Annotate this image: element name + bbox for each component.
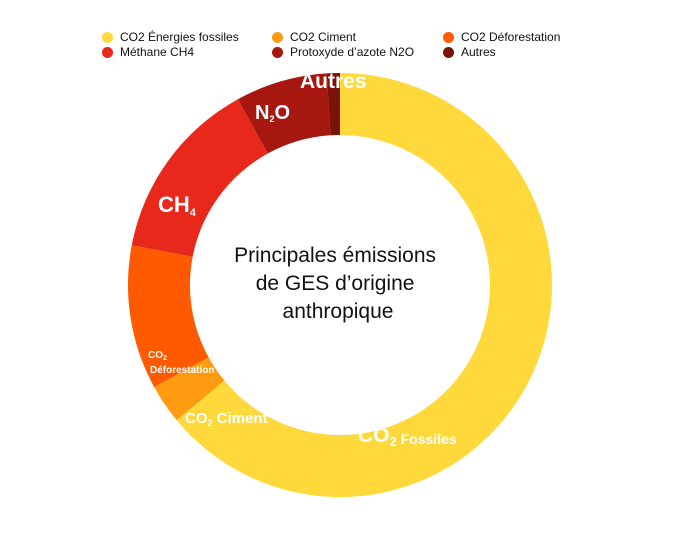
legend-swatch — [443, 31, 454, 43]
legend-swatch — [272, 31, 283, 43]
donut-slice-5 — [326, 73, 340, 136]
slice-label-co2-fossiles: CO2 Fossiles — [358, 424, 457, 449]
legend-swatch — [102, 31, 113, 43]
legend-label: Méthane CH4 — [120, 45, 195, 59]
slice-label-co2-deforestation: CO2 Déforestation — [148, 350, 214, 376]
donut-slice-3 — [131, 99, 268, 257]
legend-label: CO2 Déforestation — [461, 30, 561, 44]
chart-title: Principales émissions de GES d’origine a… — [234, 244, 442, 323]
slice-label-ch4: CH4 — [158, 192, 197, 219]
legend-label: CO2 Ciment — [290, 30, 357, 44]
legend-item: CO2 Ciment — [272, 30, 356, 44]
donut-slice-2 — [127, 245, 209, 388]
legend-label: Autres — [461, 45, 496, 59]
legend-swatch — [443, 46, 454, 58]
slice-label-n2o: N2O — [255, 102, 290, 124]
donut-slice-1 — [154, 357, 225, 421]
legend-item: Protoxyde d’azote N2O — [272, 45, 414, 59]
slice-label-co2-ciment: CO2 Ciment — [185, 410, 268, 428]
donut-slices — [127, 73, 553, 498]
slice-label-autres: Autres — [300, 70, 367, 93]
legend-label: Protoxyde d’azote N2O — [290, 45, 415, 59]
legend-label: CO2 Énergies fossiles — [120, 30, 239, 44]
donut-slice-4 — [237, 73, 331, 154]
legend-swatch — [102, 46, 113, 58]
donut-slice-0 — [176, 73, 553, 498]
legend-item: CO2 Déforestation — [443, 30, 560, 44]
legend-swatch — [272, 46, 283, 58]
legend-item: Méthane CH4 — [102, 45, 194, 59]
legend-item: Autres — [443, 45, 496, 59]
legend-item: CO2 Énergies fossiles — [102, 30, 239, 44]
chart-legend: CO2 Énergies fossiles CO2 Ciment CO2 Déf… — [0, 0, 684, 70]
